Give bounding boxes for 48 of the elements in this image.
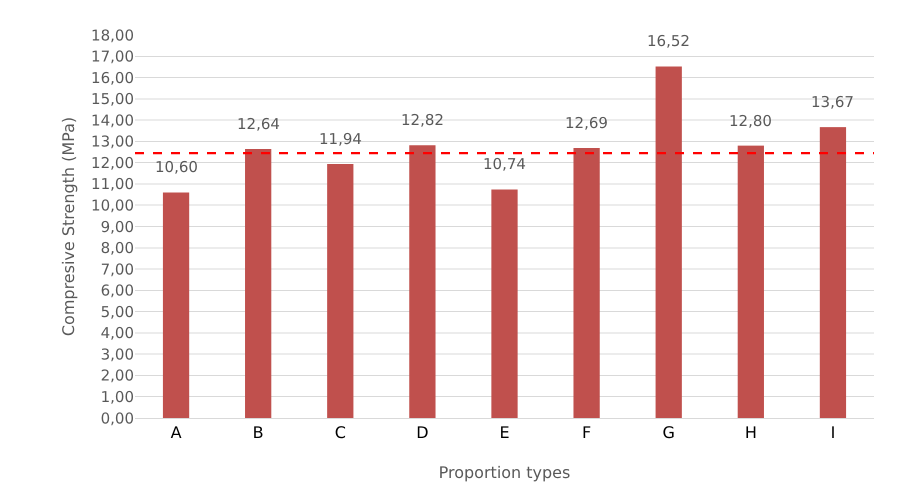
y-axis-title: Compresive Strength (MPa) (58, 116, 78, 336)
y-tick-label: 11,00 (91, 175, 134, 194)
y-tick-label: 3,00 (100, 345, 134, 364)
y-tick-label: 10,00 (91, 196, 134, 214)
x-axis-title: Proportion types (438, 462, 570, 482)
data-label: 11,94 (319, 130, 362, 148)
bar (409, 145, 436, 418)
data-label: 10,60 (155, 158, 198, 176)
data-label: 16,52 (647, 32, 690, 50)
x-tick-label: F (582, 423, 592, 442)
y-tick-label: 16,00 (91, 68, 134, 87)
y-tick-label: 0,00 (100, 409, 134, 428)
y-tick-label: 13,00 (91, 132, 134, 151)
data-label: 13,67 (811, 93, 854, 111)
bar (327, 164, 354, 418)
x-tick-label: B (252, 423, 264, 442)
y-tick-label: 5,00 (100, 302, 134, 321)
y-tick-label: 2,00 (100, 366, 134, 385)
data-label: 10,74 (483, 155, 526, 173)
bar (162, 192, 190, 418)
y-tick-label: 15,00 (91, 90, 134, 108)
y-tick-label: 17,00 (91, 48, 134, 66)
y-tick-label: 9,00 (100, 218, 134, 236)
data-label: 12,82 (401, 111, 444, 129)
y-tick-label: 14,00 (91, 111, 134, 130)
x-tick-label: D (416, 423, 429, 442)
bar (491, 189, 518, 418)
bar (820, 127, 846, 418)
bar (245, 149, 272, 418)
x-tick-label: G (662, 423, 675, 442)
bar (738, 146, 764, 418)
x-tick-label: H (744, 423, 757, 442)
data-label: 12,64 (237, 115, 280, 133)
y-tick-label: 18,00 (91, 26, 134, 44)
y-tick-label: 7,00 (100, 260, 134, 278)
x-tick-label: E (499, 423, 510, 442)
data-label: 12,80 (729, 112, 772, 130)
x-tick-label: I (830, 423, 836, 442)
bar (573, 148, 600, 418)
y-tick-label: 4,00 (100, 324, 134, 342)
x-tick-label: A (170, 423, 182, 442)
y-tick-label: 8,00 (100, 239, 134, 258)
bar (656, 66, 682, 418)
y-tick-label: 1,00 (100, 388, 134, 406)
y-tick-label: 6,00 (100, 282, 134, 300)
y-tick-label: 12,00 (91, 154, 134, 172)
data-label: 12,69 (565, 114, 608, 132)
x-tick-label: C (334, 423, 346, 442)
